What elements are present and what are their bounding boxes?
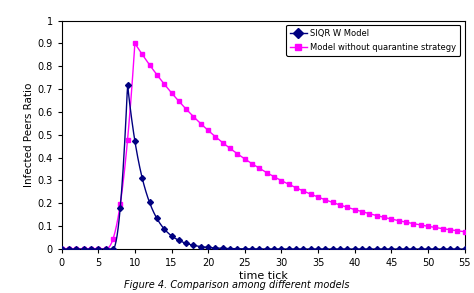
Legend: SIQR W Model, Model without quarantine strategy: SIQR W Model, Model without quarantine s… [286,25,460,56]
Text: Figure 4. Comparison among different models: Figure 4. Comparison among different mod… [124,280,350,290]
Y-axis label: Infected Peers Ratio: Infected Peers Ratio [25,83,35,187]
X-axis label: time tick: time tick [238,271,288,281]
